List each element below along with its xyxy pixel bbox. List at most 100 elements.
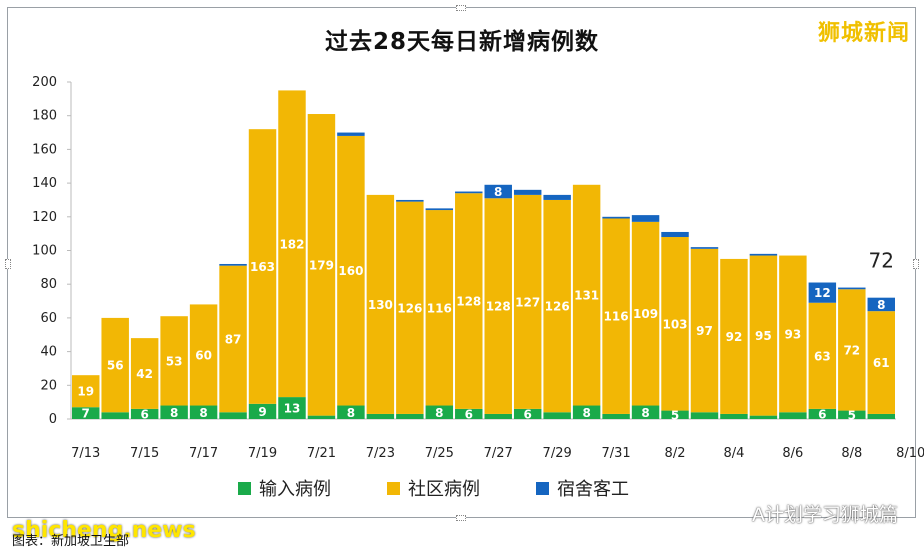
bar-data-label: 60	[195, 348, 212, 362]
brand-watermark-top: 狮城新闻	[817, 21, 910, 46]
bar-data-label: 8	[877, 298, 885, 312]
bar-imported	[838, 410, 866, 419]
legend-label-community: 社区病例	[408, 479, 480, 500]
legend-item-community: 社区病例	[387, 475, 480, 501]
x-tick-label: 8/6	[782, 446, 803, 461]
x-tick-label: 7/17	[189, 446, 218, 461]
x-tick-label: 7/15	[130, 446, 159, 461]
bar-data-label: 8	[494, 185, 502, 199]
bar-imported	[307, 415, 336, 419]
bar-data-label: 5	[848, 408, 856, 422]
bar-data-label: 61	[873, 356, 890, 370]
bar-community	[455, 193, 483, 409]
bar-data-label: 42	[136, 367, 153, 381]
bar-data-label: 6	[140, 407, 148, 421]
site-watermark: shicheng.news	[12, 518, 196, 543]
bar-data-label: 8	[582, 406, 590, 420]
bar-community	[572, 184, 601, 406]
bar-community	[425, 210, 454, 406]
bar-dormitory	[543, 194, 571, 200]
bar-data-label: 163	[250, 260, 275, 274]
y-tick-label: 80	[40, 277, 57, 292]
bar-dormitory	[867, 297, 895, 312]
bar-data-label: 109	[633, 307, 658, 321]
bar-community	[543, 199, 571, 413]
bar-data-label: 182	[279, 237, 304, 251]
bar-data-label: 8	[435, 406, 443, 420]
bar-community	[631, 221, 660, 406]
bar-dormitory	[219, 263, 247, 266]
bar-data-label: 5	[671, 408, 679, 422]
bar-community	[838, 289, 866, 411]
bar-imported	[867, 413, 895, 419]
bar-dormitory	[425, 208, 454, 211]
bar-imported	[808, 408, 837, 419]
bar-dormitory	[661, 231, 689, 238]
x-tick-label: 7/31	[601, 446, 630, 461]
y-tick-label: 140	[32, 176, 57, 191]
bar-community	[101, 317, 129, 413]
bar-data-label: 56	[107, 359, 124, 373]
bar-community	[278, 90, 306, 398]
wechat-watermark: A计划学习狮城篇	[752, 504, 898, 526]
bar-community	[808, 302, 837, 409]
bar-imported	[572, 405, 601, 419]
legend: 输入病例 社区病例 宿舍客工	[238, 475, 629, 501]
bar-data-label: 128	[456, 295, 481, 309]
x-tick-label: 7/13	[71, 446, 100, 461]
bar-imported	[602, 413, 630, 419]
bar-data-label: 12	[814, 286, 831, 300]
bar-data-label: 97	[696, 324, 713, 338]
bar-imported	[248, 403, 277, 419]
x-tick-label: 8/4	[723, 446, 744, 461]
resize-handle-bottom[interactable]	[456, 515, 466, 521]
bar-data-label: 126	[397, 301, 422, 315]
bar-data-label: 127	[515, 295, 540, 309]
bar-data-label: 8	[170, 406, 178, 420]
x-tick-label: 7/27	[484, 446, 513, 461]
y-tick-label: 160	[32, 142, 57, 157]
bar-community	[337, 135, 365, 406]
bar-imported	[690, 412, 719, 419]
bar-dormitory	[337, 132, 365, 136]
bar-dormitory	[513, 189, 542, 195]
bar-imported	[130, 408, 159, 419]
bar-imported	[278, 397, 306, 419]
annotation-total-label: 72	[869, 249, 894, 273]
chart-title: 过去28天每日新增病例数	[324, 29, 599, 55]
bar-data-label: 6	[465, 407, 473, 421]
bar-imported	[72, 407, 100, 419]
bar-data-label: 6	[818, 407, 826, 421]
bar-community	[513, 194, 542, 409]
bar-imported	[631, 405, 660, 419]
bar-data-label: 8	[641, 406, 649, 420]
bar-imported	[779, 412, 807, 419]
bar-dormitory	[396, 199, 424, 202]
bar-dormitory	[455, 191, 483, 194]
bar-imported	[749, 415, 778, 419]
bar-imported	[366, 413, 395, 419]
legend-swatch-imported	[238, 481, 251, 495]
bar-data-label: 8	[199, 406, 207, 420]
legend-item-dormitory: 宿舍客工	[536, 475, 629, 501]
x-tick-label: 7/25	[425, 446, 454, 461]
bar-data-label: 95	[755, 329, 772, 343]
bar-dormitory	[690, 247, 719, 249]
bar-community	[130, 338, 159, 409]
bar-data-label: 131	[574, 289, 599, 303]
bar-imported	[189, 405, 218, 419]
y-tick-label: 0	[49, 412, 57, 427]
resize-handle-top[interactable]	[456, 5, 466, 11]
bar-data-label: 130	[368, 298, 393, 312]
bar-data-label: 13	[284, 402, 301, 416]
resize-handle-left[interactable]	[5, 259, 11, 269]
bar-community	[602, 218, 630, 414]
bar-imported	[219, 412, 247, 419]
bar-data-label: 92	[726, 330, 743, 344]
y-tick-label: 100	[32, 244, 57, 259]
bar-community	[396, 201, 424, 414]
x-tick-label: 8/8	[841, 446, 862, 461]
resize-handle-right[interactable]	[913, 259, 919, 269]
bar-data-label: 72	[843, 343, 860, 357]
